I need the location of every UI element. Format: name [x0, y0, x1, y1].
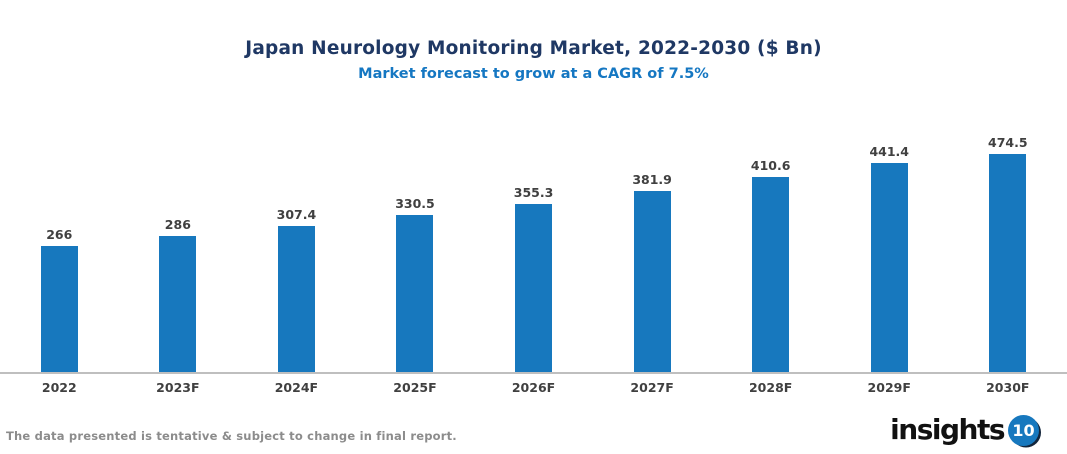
- bar: [515, 203, 553, 372]
- x-axis-line: [0, 372, 1067, 374]
- bar-column: 266: [0, 135, 119, 372]
- bar-column: 307.4: [237, 135, 356, 372]
- bar-column: 410.6: [711, 135, 830, 372]
- bar-value-label: 286: [164, 217, 191, 233]
- bar-value-label: 355.3: [513, 184, 554, 200]
- chart-subtitle: Market forecast to grow at a CAGR of 7.5…: [358, 66, 709, 82]
- bar-column: 355.3: [474, 135, 593, 372]
- plot-area: 266 286 307.4 330.5 355.3 381.9 410.6 441.4 474.…: [0, 135, 1067, 372]
- insights10-logo: insights 10: [890, 414, 1039, 446]
- bar-column: 381.9: [593, 135, 712, 372]
- bar: [159, 236, 197, 372]
- x-axis-label: 2028F: [748, 380, 793, 395]
- bar-value-label: 307.4: [276, 207, 317, 223]
- bar-value-label: 474.5: [988, 135, 1028, 150]
- bar: [633, 191, 671, 372]
- bar: [752, 177, 790, 372]
- bar-value-label: 381.9: [632, 172, 672, 187]
- bar: [989, 154, 1027, 372]
- x-axis-label: 2029F: [867, 380, 911, 395]
- bar: [40, 245, 78, 372]
- x-axis-label: 2024F: [274, 380, 319, 395]
- x-axis-label: 2022: [41, 380, 77, 395]
- bar: [396, 215, 434, 372]
- logo-text: insights: [890, 413, 1005, 446]
- bar-column: 474.5: [949, 135, 1067, 372]
- chart-title: Japan Neurology Monitoring Market, 2022-…: [245, 38, 822, 59]
- x-axis-label: 2026F: [511, 380, 556, 395]
- x-axis-label: 2025F: [393, 380, 437, 395]
- bar: [277, 226, 315, 372]
- x-axis-label: 2023F: [156, 380, 200, 395]
- bar-column: 330.5: [356, 135, 475, 372]
- x-axis-labels: 2022 2023F 2024F 2025F 2026F 2027F 2028F 2029F 2…: [0, 374, 1067, 395]
- footer-disclaimer: The data presented is tentative & subjec…: [6, 429, 457, 443]
- bar-value-label: 330.5: [395, 196, 435, 212]
- bar-value-label: 266: [46, 226, 73, 242]
- chart-header: Japan Neurology Monitoring Market, 2022-…: [0, 0, 1067, 83]
- bar-column: 286: [119, 135, 238, 372]
- x-axis-label: 2030F: [986, 380, 1030, 395]
- bar-value-label: 410.6: [750, 158, 791, 174]
- logo-badge-circle: 10: [1008, 414, 1039, 446]
- bar-value-label: 441.4: [869, 143, 909, 159]
- bar-column: 441.4: [830, 135, 949, 372]
- bar: [870, 162, 908, 372]
- x-axis-label: 2027F: [630, 380, 674, 395]
